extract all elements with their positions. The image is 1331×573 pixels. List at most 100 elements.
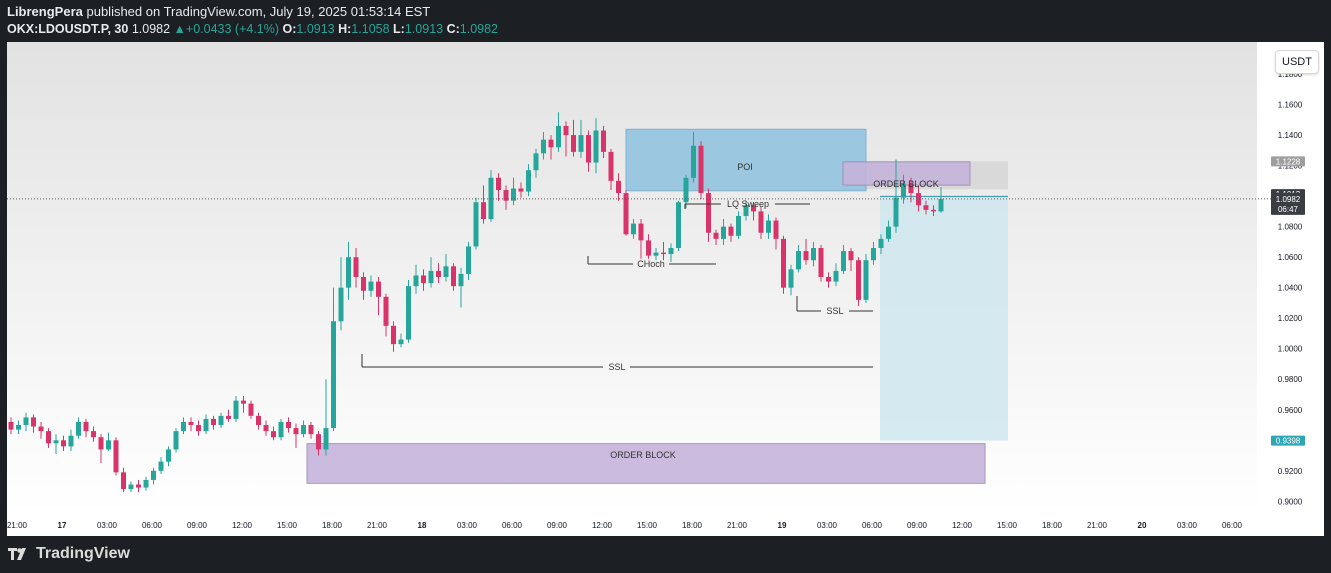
candle-body — [98, 437, 104, 450]
candle-body — [931, 209, 936, 212]
price-tag-countdown: 06:47 — [1278, 205, 1299, 214]
candle-body — [413, 275, 419, 287]
symbol-name: OKX:LDOUSDT.P, 30 — [7, 22, 129, 36]
publisher-name: LibrengPera — [7, 4, 83, 19]
candle-body — [691, 145, 696, 178]
candle-body — [751, 205, 756, 212]
footer-brand-text: TradingView — [36, 545, 130, 562]
publish-line: LibrengPera published on TradingView.com… — [7, 4, 430, 19]
close-value: 1.0982 — [459, 22, 499, 36]
choch-label: CHoch — [637, 259, 665, 269]
candle-body — [353, 257, 359, 277]
poi-label: POI — [737, 162, 753, 172]
poi-zone — [625, 128, 867, 192]
x-tick-label: 09:00 — [187, 521, 208, 530]
candle-body — [466, 246, 471, 274]
candle-body — [271, 431, 276, 438]
y-tick-label: 1.1600 — [1278, 101, 1303, 110]
candle-body — [301, 425, 306, 435]
candle-body — [316, 434, 321, 450]
low-label: L: — [393, 22, 405, 36]
candle-body — [331, 321, 336, 429]
candle-body — [436, 270, 441, 277]
candle-body — [211, 418, 216, 426]
x-tick-label: 15:00 — [637, 521, 658, 530]
candle-body — [121, 472, 126, 490]
candle-body — [638, 223, 644, 241]
y-tick-label: 1.0400 — [1278, 284, 1303, 293]
candle-body — [428, 270, 434, 284]
x-tick-label: 15:00 — [277, 521, 298, 530]
high-label: H: — [338, 22, 352, 36]
candle-body — [173, 431, 179, 450]
short-target-zone — [880, 196, 1008, 441]
candle-body — [61, 440, 66, 447]
candle-body — [623, 193, 629, 235]
x-tick-label: 09:00 — [547, 521, 568, 530]
candle-body — [151, 470, 156, 480]
candle-body — [308, 425, 314, 435]
candle-body — [263, 425, 269, 432]
x-tick-label: 03:00 — [817, 521, 838, 530]
price-chart[interactable]: POI ORDER BLOCK ORDER BLOCK LQ Sweep CHoch SS… — [7, 42, 1324, 536]
x-tick-label: 03:00 — [1177, 521, 1198, 530]
candle-body — [728, 226, 734, 236]
candle-body — [496, 177, 501, 191]
low-value: 1.0913 — [404, 22, 444, 36]
candle-body — [908, 183, 914, 194]
candle-body — [893, 197, 899, 227]
candle-body — [826, 277, 831, 282]
candle-body — [811, 248, 816, 261]
candle-body — [23, 417, 29, 426]
order-block-bottom — [306, 443, 986, 484]
candle-body — [113, 440, 119, 473]
x-tick-label: 21:00 — [1087, 521, 1108, 530]
candle-body — [556, 125, 561, 148]
symbol-line: OKX:LDOUSDT.P, 30 1.0982 ▲+0.0433 (+4.1%… — [7, 22, 498, 36]
candle-body — [406, 286, 411, 340]
candle-body — [368, 281, 374, 291]
x-tick-label: 12:00 — [952, 521, 973, 530]
y-tick-label: 1.0800 — [1278, 223, 1303, 232]
candle-body — [76, 421, 81, 436]
candle-body — [796, 251, 801, 270]
candle-body — [203, 418, 209, 432]
candle-body — [376, 281, 381, 297]
order-block-top — [842, 161, 971, 186]
currency-button[interactable]: USDT — [1275, 50, 1319, 74]
x-tick-label: 03:00 — [97, 521, 118, 530]
candle-body — [571, 135, 576, 152]
x-tick-label: 03:00 — [457, 521, 478, 530]
candle-body — [83, 421, 89, 432]
y-tick-label: 1.0600 — [1278, 253, 1303, 262]
candle-body — [871, 248, 876, 261]
open-value: 1.0913 — [296, 22, 335, 36]
x-tick-label: 17 — [58, 521, 67, 530]
candle-body — [548, 139, 554, 148]
x-tick-label: 19 — [778, 521, 787, 530]
candle-body — [818, 248, 824, 277]
candle-body — [653, 252, 659, 256]
candle-body — [533, 153, 539, 171]
published-text: published on TradingView.com, July 19, 2… — [86, 4, 431, 19]
price-tag-top-box — [1271, 156, 1305, 167]
candle-body — [923, 205, 929, 210]
candle-body — [616, 180, 621, 194]
change-arrow-icon: ▲ — [173, 22, 186, 36]
candle-body — [706, 193, 711, 233]
y-tick-label: 1.1800 — [1278, 70, 1303, 79]
candle-body — [241, 400, 246, 404]
x-tick-label: 06:00 — [502, 521, 523, 530]
candle-body — [863, 260, 869, 300]
candle-body — [233, 400, 239, 419]
x-tick-label: 12:00 — [592, 521, 613, 530]
candle-body — [833, 270, 839, 282]
lq-sweep-label: LQ Sweep — [727, 199, 769, 209]
chart-panel[interactable]: POI ORDER BLOCK ORDER BLOCK LQ Sweep CHoch SS… — [7, 42, 1324, 536]
candle-body — [293, 428, 299, 435]
order-block-bottom-label: ORDER BLOCK — [610, 450, 676, 460]
candle-body — [608, 151, 614, 181]
candle-body — [503, 190, 509, 201]
order-block-top-label: ORDER BLOCK — [873, 179, 939, 189]
candle-body — [886, 226, 891, 239]
